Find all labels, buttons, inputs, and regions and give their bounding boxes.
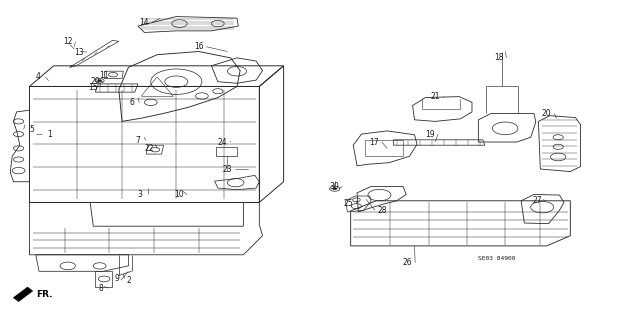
Text: 12: 12	[63, 38, 72, 47]
Text: 11: 11	[99, 71, 109, 80]
Text: 7: 7	[136, 136, 140, 145]
Text: 30: 30	[330, 182, 340, 191]
Text: 10: 10	[175, 190, 184, 199]
Text: 5: 5	[29, 125, 34, 134]
Text: 2: 2	[126, 276, 131, 285]
Text: 16: 16	[194, 42, 204, 51]
Text: 1: 1	[47, 130, 52, 138]
Text: SE03 84900: SE03 84900	[478, 256, 516, 261]
Text: 27: 27	[532, 196, 542, 205]
Text: 19: 19	[426, 130, 435, 138]
Text: FR.: FR.	[36, 290, 52, 299]
Text: 14: 14	[140, 18, 149, 27]
Circle shape	[98, 80, 102, 82]
Text: 24: 24	[218, 137, 227, 146]
Text: 13: 13	[74, 48, 84, 57]
Text: 29: 29	[90, 77, 100, 86]
Text: 28: 28	[378, 206, 387, 215]
Text: 15: 15	[88, 83, 98, 92]
Text: 23: 23	[223, 165, 232, 174]
Text: 6: 6	[129, 98, 134, 107]
Circle shape	[333, 188, 337, 190]
Text: 3: 3	[138, 190, 142, 199]
Polygon shape	[13, 287, 33, 301]
Text: 17: 17	[369, 137, 379, 146]
Text: 26: 26	[403, 258, 412, 267]
Text: 8: 8	[99, 284, 103, 293]
Text: 18: 18	[494, 53, 504, 62]
Text: 21: 21	[430, 92, 440, 101]
Text: 9: 9	[115, 274, 119, 283]
Text: 4: 4	[35, 72, 40, 81]
Text: 20: 20	[542, 109, 552, 118]
Text: 22: 22	[145, 144, 154, 153]
Text: 25: 25	[344, 199, 353, 208]
